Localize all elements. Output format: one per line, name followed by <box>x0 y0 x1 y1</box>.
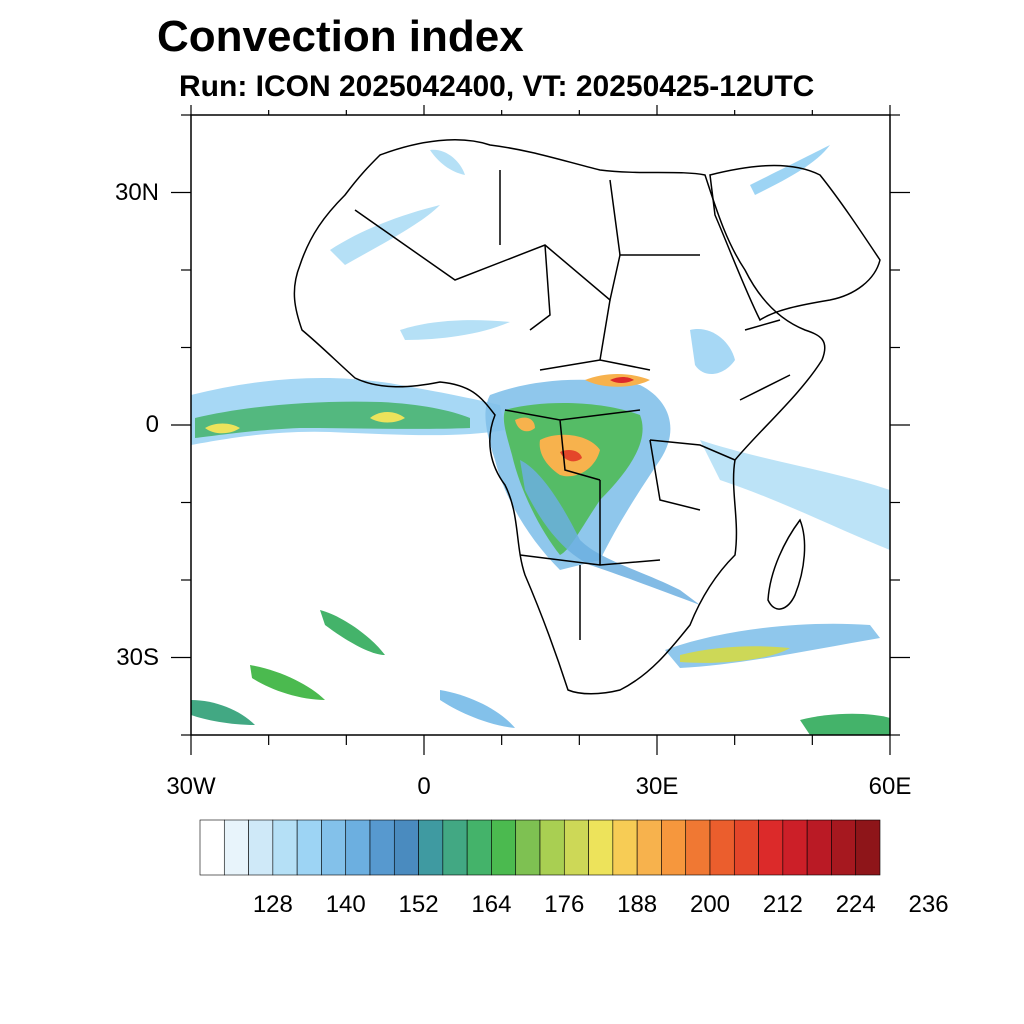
colorbar-swatch <box>758 819 784 876</box>
colorbar-swatch <box>685 819 711 876</box>
field-sw-atlantic-2 <box>250 665 325 700</box>
arabia <box>709 164 881 322</box>
colorbar-swatch <box>806 819 832 876</box>
colorbar-swatch <box>733 819 759 876</box>
colorbar-tick-label: 188 <box>617 891 657 918</box>
lon-label: 0 <box>417 773 431 800</box>
colorbar-swatch <box>248 819 274 876</box>
field-sahel-1 <box>330 205 440 265</box>
colorbar-swatch <box>393 819 419 876</box>
colorbar-swatch <box>345 819 371 876</box>
field-congo-core <box>503 403 643 555</box>
border-5 <box>519 480 661 640</box>
field-med <box>430 149 465 175</box>
lat-label: 0 <box>145 411 159 438</box>
field-se-corner <box>800 713 890 735</box>
colorbar-swatch <box>199 819 225 876</box>
lon-label: 30W <box>166 773 216 800</box>
colorbar-swatch <box>782 819 808 876</box>
colorbar-tick-label: 128 <box>253 891 293 918</box>
colorbar-tick-label: 200 <box>690 891 730 918</box>
field-atlantic-hot <box>205 412 405 434</box>
lat-label: 30N <box>114 178 159 206</box>
colorbar-swatch <box>831 819 857 876</box>
field-sw-atlantic-3 <box>191 700 255 725</box>
colorbar-swatch <box>515 819 541 876</box>
colorbar-swatch <box>296 819 322 876</box>
land-outlines <box>293 139 881 695</box>
field-sw-atlantic-4 <box>440 690 515 728</box>
convection-field <box>191 145 890 735</box>
colorbar-swatch <box>636 819 662 876</box>
border-6 <box>649 439 736 511</box>
colorbar-swatch <box>369 819 395 876</box>
colorbar-swatch <box>442 819 468 876</box>
border-7 <box>739 319 791 401</box>
field-southern-core <box>680 646 790 663</box>
colorbar-swatch <box>855 819 881 876</box>
colorbar-swatch <box>491 819 517 876</box>
colorbar-swatch <box>321 819 347 876</box>
colorbar-swatch <box>563 819 589 876</box>
chart-subtitle: Run: ICON 2025042400, VT: 20250425-12UTC <box>179 70 815 103</box>
colorbar-tick-label: 224 <box>836 891 876 918</box>
colorbar-swatch <box>588 819 614 876</box>
colorbar-swatch <box>466 819 492 876</box>
colorbar-tick-label: 152 <box>399 891 439 918</box>
field-atlantic-core <box>195 401 470 438</box>
lat-label: 30S <box>116 643 159 671</box>
field-sudan-peak <box>610 377 634 383</box>
border-3 <box>539 299 651 371</box>
field-sw-atlantic-1 <box>320 610 385 655</box>
colorbar-tick-label: 140 <box>326 891 366 918</box>
field-horn <box>690 329 735 375</box>
colorbar-swatch <box>612 819 638 876</box>
colorbar-swatch <box>539 819 565 876</box>
lon-label: 30E <box>635 773 679 800</box>
colorbar-tick-label: 212 <box>763 891 803 918</box>
field-arabia <box>750 145 830 195</box>
colorbar-tick-label: 164 <box>471 891 511 918</box>
colorbar-swatch <box>661 819 687 876</box>
colorbar-swatch <box>709 819 735 876</box>
colorbar-swatch <box>418 819 444 876</box>
field-congo-peak <box>560 450 582 462</box>
border-2 <box>499 170 621 331</box>
field-sahel-2 <box>400 320 510 340</box>
colorbar-tick-label: 176 <box>544 891 584 918</box>
colorbar-tick-label: 236 <box>909 891 949 918</box>
madagascar <box>767 518 806 610</box>
lon-label: 60E <box>868 773 912 800</box>
colorbar-swatch <box>272 819 298 876</box>
field-congo-hot <box>515 417 600 477</box>
border-4 <box>504 409 641 481</box>
axis-ticks <box>171 105 910 755</box>
field-indian-ocean <box>700 440 890 550</box>
chart-title: Convection index <box>157 12 524 61</box>
field-angola-stripe <box>520 460 700 605</box>
africa-coastline <box>293 139 826 695</box>
colorbar-swatch <box>223 819 249 876</box>
colorbar: 128 140 152 164 176 188 200 212 224 236 <box>199 819 949 918</box>
border-1 <box>354 209 700 302</box>
